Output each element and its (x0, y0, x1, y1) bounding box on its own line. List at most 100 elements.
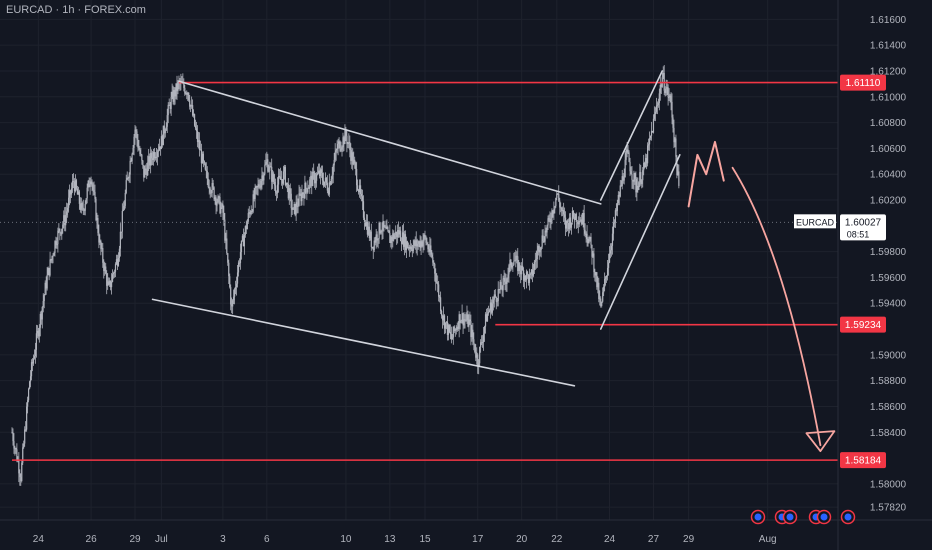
candle-body (605, 277, 607, 279)
candle-body (330, 178, 332, 185)
candle-body (500, 281, 502, 290)
candle-body (100, 240, 102, 249)
candle-body (371, 246, 373, 248)
candle-body (288, 188, 290, 199)
candle-body (354, 159, 356, 164)
candle-body (435, 273, 437, 282)
candle-body (593, 253, 595, 273)
candle-body (266, 159, 268, 162)
time-axis[interactable]: 24 26 29 Jul 3 6 10 13 15 17 20 22 24 27 29 Aug (33, 534, 777, 545)
candle-body (460, 320, 462, 323)
candle-body (55, 241, 57, 245)
candle-body (90, 181, 92, 185)
arrow-head (805, 430, 836, 453)
candle-body (332, 165, 334, 175)
candle-body (462, 313, 464, 326)
candle-body (280, 179, 283, 181)
event-icon-dot (786, 513, 794, 521)
candle-body (24, 429, 26, 444)
event-icon-dot (844, 513, 852, 521)
candle-body (673, 127, 675, 143)
candle-body (650, 130, 653, 136)
price-tick-label: 1.60200 (870, 196, 907, 207)
candle-body (349, 141, 351, 151)
candle-body (527, 274, 530, 283)
candle-body (310, 175, 312, 180)
candle-body (124, 192, 126, 206)
candle-body (416, 240, 418, 247)
candle-body (400, 241, 403, 244)
candle-body (335, 150, 337, 152)
economic-events[interactable] (750, 509, 856, 525)
candle-body (241, 235, 244, 241)
candle-body (204, 163, 206, 170)
candle-body (482, 342, 484, 344)
candle-body (530, 269, 533, 274)
candle-body (424, 235, 426, 237)
candle-body (201, 153, 203, 164)
candles (11, 65, 680, 486)
candle-body (391, 236, 393, 241)
price-tick-label: 1.58400 (870, 428, 907, 439)
candle-body (553, 209, 555, 214)
candle-body (609, 250, 612, 254)
candle-body (193, 114, 195, 116)
candle-body (558, 193, 560, 201)
candle-body (279, 176, 282, 180)
candle-body (291, 208, 293, 210)
candle-body (337, 143, 339, 149)
candle-body (251, 210, 253, 212)
candle-body (107, 281, 109, 286)
candle-body (203, 161, 205, 164)
candle-body (384, 226, 386, 228)
candle-body (165, 126, 167, 131)
candle-body (118, 248, 120, 258)
price-tick-label: 1.58800 (870, 376, 907, 387)
candle-body (461, 313, 463, 321)
candle-body (597, 282, 599, 288)
candle-body (171, 91, 173, 98)
candle-body (192, 105, 194, 116)
candle-body (268, 170, 270, 172)
trendlines (151, 70, 681, 387)
candle-body (437, 282, 439, 285)
candle-body (658, 93, 660, 104)
candle-body (611, 233, 614, 246)
candle-body (567, 222, 570, 230)
candle-body (216, 202, 218, 206)
candle-body (615, 210, 617, 212)
candle-body (267, 159, 269, 172)
candle-body (295, 202, 297, 215)
candle-body (141, 154, 143, 161)
candle-body (525, 271, 528, 281)
candle-body (119, 231, 121, 249)
level-badge (840, 452, 886, 469)
candle-body (419, 241, 421, 248)
candle-body (667, 87, 669, 98)
candle-body (590, 236, 592, 245)
candle-body (69, 190, 71, 198)
candle-body (623, 177, 625, 181)
candle-body (98, 232, 100, 243)
candle-body (253, 194, 255, 199)
candle-body (144, 168, 146, 178)
candle-body (293, 203, 295, 208)
candle-body (467, 314, 469, 327)
candle-body (74, 180, 77, 192)
candle-body (513, 261, 515, 265)
candle-body (163, 125, 165, 134)
candle-body (273, 173, 275, 182)
candle-body (431, 254, 433, 258)
candle-body (458, 314, 460, 329)
candle-body (270, 166, 272, 168)
candle-body (155, 156, 158, 158)
candle-body (219, 196, 221, 214)
candle-body (570, 222, 573, 228)
candle-body (472, 329, 474, 340)
candle-body (215, 197, 217, 206)
candle-body (459, 314, 461, 323)
candle-body (388, 230, 390, 233)
candle-body (443, 315, 446, 329)
